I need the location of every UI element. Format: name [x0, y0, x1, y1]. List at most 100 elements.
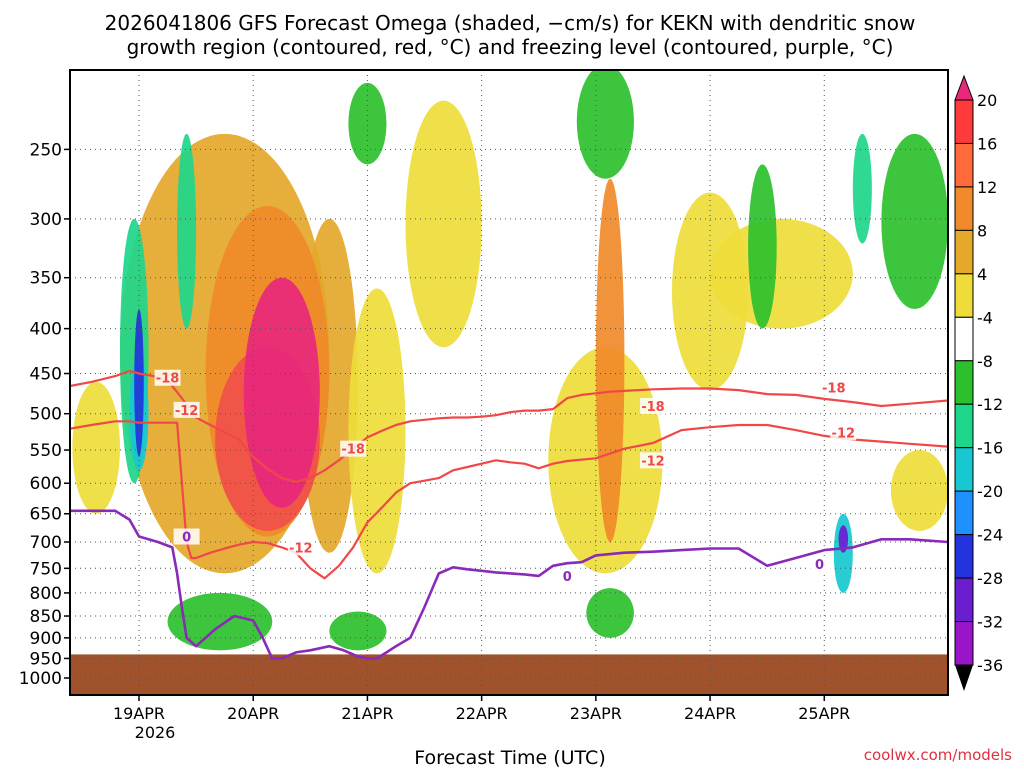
omega-region-4 — [405, 100, 482, 348]
y-tick-label-300: 300 — [30, 210, 62, 230]
contour-label-bg-3 — [820, 379, 847, 396]
contour-label-bg-10 — [806, 556, 833, 573]
y-tick-label-850: 850 — [30, 607, 62, 627]
omega-region-12 — [595, 178, 625, 543]
y-tick-label-250: 250 — [30, 140, 62, 160]
omega-region-22 — [134, 309, 144, 457]
omega-region-24 — [852, 133, 872, 244]
y-tick-label-750: 750 — [30, 559, 62, 579]
grid-lines — [70, 70, 948, 695]
omega-region-7 — [710, 218, 853, 329]
contour-label-freezing-9: 0 — [563, 570, 572, 585]
colorbar-label-16: 16 — [977, 134, 997, 153]
colorbar-segment-10 — [954, 534, 974, 579]
contour-label-freezing-10: 0 — [815, 558, 824, 573]
colorbar-label-12: 12 — [977, 178, 997, 197]
colorbar-label-minus20: -20 — [977, 482, 1003, 501]
x-tick-label-19apr: 19APR — [113, 704, 165, 723]
contour-label-bg-0 — [154, 369, 181, 386]
contour-label-dgz-minus12-4: -12 — [175, 404, 199, 419]
omega-region-26 — [838, 525, 849, 553]
y-tick-label-700: 700 — [30, 533, 62, 553]
omega-region-18 — [329, 611, 387, 651]
x-axis-label: Forecast Time (UTC) — [414, 747, 605, 768]
contour-label-bg-2 — [639, 398, 666, 415]
colorbar-legend: 20 16 12 8 4 -4 -8 -12 -16 -20 -24 -28 -32 -36 — [954, 74, 1003, 691]
colorbar-label-8: 8 — [977, 221, 987, 240]
isotherm-minus12-line — [70, 420, 948, 580]
x-tick-label-24apr: 24APR — [684, 704, 736, 723]
colorbar-label-minus28: -28 — [977, 569, 1003, 588]
contour-label-bg-1 — [340, 440, 367, 457]
isotherm-minus18-line — [70, 369, 948, 483]
colorbar-label-minus32: -32 — [977, 613, 1003, 632]
chart-title-line1: 2026041806 GFS Forecast Omega (shaded, −… — [105, 11, 916, 35]
y-tick-label-500: 500 — [30, 405, 62, 425]
colorbar-label-minus24: -24 — [977, 526, 1003, 545]
colorbar-segment-6 — [954, 360, 974, 405]
contour-label-dgz-minus18-2: -18 — [641, 400, 665, 415]
contour-label-bg-7 — [830, 424, 857, 441]
colorbar-segment-5 — [954, 316, 974, 362]
omega-region-16 — [881, 133, 948, 310]
omega-region-2 — [348, 288, 406, 574]
omega-region-8 — [890, 450, 948, 531]
contour-labels: -18 -18 -18 -18 -12 -12 -12 -12 0 0 0 — [154, 369, 857, 585]
contour-lines — [70, 369, 948, 660]
colorbar-label-minus36: -36 — [977, 656, 1003, 675]
x-axis-year-label: 2026 — [135, 723, 176, 742]
chart-title-line2: growth region (contoured, red, °C) and f… — [127, 35, 894, 59]
terrain-layer — [70, 654, 948, 695]
omega-region-3 — [72, 381, 120, 514]
omega-region-13 — [348, 82, 387, 165]
omega-region-17 — [167, 592, 273, 651]
x-axis: 19APR 20APR 21APR 22APR 23APR 24APR 25APR — [113, 695, 850, 723]
contour-label-dgz-minus18-0: -18 — [156, 372, 180, 387]
contour-label-dgz-minus12-5: -12 — [289, 541, 313, 556]
colorbar-label-4: 4 — [977, 265, 987, 284]
y-tick-label-400: 400 — [30, 320, 62, 340]
y-tick-label-350: 350 — [30, 269, 62, 289]
contour-label-bg-5 — [287, 539, 314, 556]
contour-label-dgz-minus12-6: -12 — [641, 454, 665, 469]
y-tick-label-800: 800 — [30, 584, 62, 604]
x-tick-label-25apr: 25APR — [798, 704, 850, 723]
colorbar-segment-4 — [954, 273, 974, 318]
colorbar-label-minus12: -12 — [977, 395, 1003, 414]
y-tick-label-1000: 1000 — [19, 669, 62, 689]
y-tick-label-950: 950 — [30, 649, 62, 669]
y-tick-label-650: 650 — [30, 505, 62, 525]
colorbar-label-minus4: -4 — [977, 308, 993, 327]
freezing-level-line — [70, 509, 948, 660]
colorbar-top-arrow — [954, 74, 974, 101]
contour-label-dgz-minus18-1: -18 — [341, 443, 365, 458]
colorbar-segment-2 — [954, 186, 974, 231]
contour-label-freezing-8: 0 — [182, 531, 191, 546]
y-tick-label-550: 550 — [30, 441, 62, 461]
y-tick-label-600: 600 — [30, 474, 62, 494]
colorbar-label-minus16: -16 — [977, 439, 1003, 458]
omega-region-11 — [243, 277, 320, 508]
colorbar-label-minus8: -8 — [977, 352, 993, 371]
colorbar-label-20: 20 — [977, 91, 997, 110]
contour-label-dgz-minus18-3: -18 — [822, 382, 846, 397]
omega-region-23 — [177, 133, 197, 329]
colorbar-segment-1 — [954, 142, 974, 188]
colorbar-segment-7 — [954, 403, 974, 449]
omega-region-19 — [586, 588, 634, 638]
x-tick-label-23apr: 23APR — [570, 704, 622, 723]
colorbar-segment-11 — [954, 577, 974, 623]
colorbar-segment-3 — [954, 229, 974, 275]
omega-region-15 — [748, 164, 777, 329]
contour-label-bg-4 — [173, 401, 200, 418]
colorbar-bottom-arrow — [955, 665, 973, 691]
omega-region-14 — [576, 70, 634, 179]
watermark: coolwx.com/models — [864, 746, 1012, 764]
x-tick-label-20apr: 20APR — [227, 704, 279, 723]
y-tick-label-450: 450 — [30, 365, 62, 385]
contour-label-dgz-minus12-7: -12 — [832, 426, 856, 441]
contour-label-bg-6 — [639, 452, 666, 469]
x-tick-label-21apr: 21APR — [341, 704, 393, 723]
omega-region-25 — [833, 513, 853, 593]
